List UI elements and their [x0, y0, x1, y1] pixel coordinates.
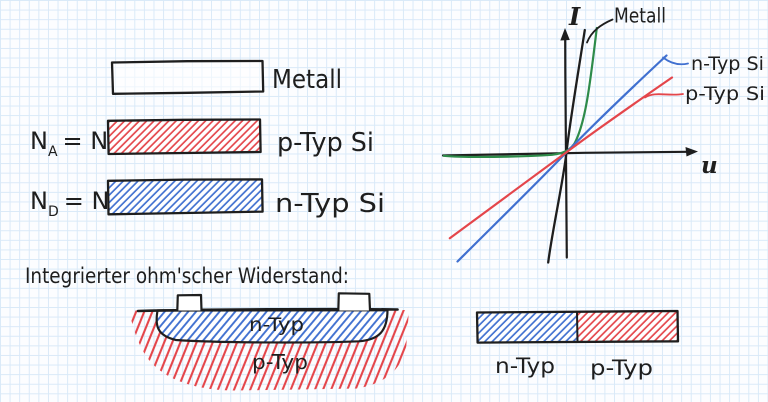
pn-bar-p-label: p-Typ: [590, 356, 653, 380]
acceptor-doping-label: NA = N: [30, 127, 108, 160]
material-stack: Metall NA = N p-Typ Si ND = N n-Typ Si: [30, 59, 385, 220]
donor-doping-label: ND = N: [30, 187, 109, 220]
doping-symbol: N: [30, 187, 48, 215]
pn-bar-n-half: [477, 311, 578, 343]
u-axis-label: u: [701, 152, 718, 179]
p-substrate-label: p-Typ: [252, 350, 308, 374]
n-typ-curve: [456, 54, 668, 263]
p-label-leader: [644, 93, 684, 99]
n-tub-label: n-Typ: [249, 314, 304, 336]
p-typ-curve: [448, 76, 674, 240]
doping-symbol: N: [30, 127, 48, 155]
metall-rect: [110, 59, 265, 95]
n-typ-rect: [106, 178, 264, 216]
i-axis-arrowhead-icon: [560, 28, 570, 41]
n-tub-region: [155, 309, 389, 344]
green-rectifier-curve: [442, 26, 598, 159]
pn-bar-n-label: n-Typ: [495, 354, 555, 378]
doping-equals: = N: [64, 187, 110, 215]
pn-bar-outline: [475, 309, 680, 344]
p-curve-label: p-Typ Si: [685, 83, 765, 105]
metall-label-leader: [586, 18, 614, 44]
metall-curve-label: Metall: [614, 4, 666, 28]
i-axis-label: I: [568, 2, 581, 31]
n-typ-rect-label: n-Typ Si: [275, 189, 385, 219]
p-typ-rect-label: p-Typ Si: [277, 128, 374, 158]
pn-bar: n-Typ p-Typ: [475, 309, 680, 380]
section-title: Integrierter ohm'scher Widerstand:: [25, 264, 349, 288]
integrated-resistor-section: Integrierter ohm'scher Widerstand: n-Typ…: [25, 264, 409, 391]
p-typ-rect: [106, 118, 262, 156]
pn-junction-divider: [576, 311, 579, 342]
left-contact: [176, 293, 203, 311]
n-label-leader: [662, 56, 689, 66]
iu-graph: I u Metall n-Typ Si p-Typ Si: [441, 2, 765, 264]
u-axis-arrowhead-icon: [685, 147, 698, 157]
pn-bar-p-half: [577, 311, 678, 342]
n-curve-label: n-Typ Si: [691, 53, 764, 75]
doping-equals: = N: [63, 127, 109, 155]
doping-subscript: D: [48, 204, 59, 220]
right-contact: [337, 292, 372, 311]
metall-rect-label: Metall: [272, 65, 342, 95]
doping-subscript: A: [48, 144, 58, 160]
